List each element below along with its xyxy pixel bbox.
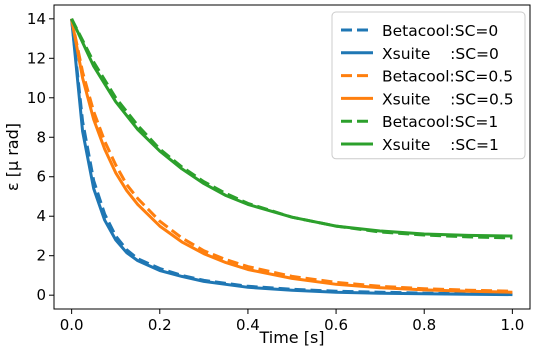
y-tick-label: 6 — [36, 168, 46, 186]
series-line-3 — [70, 18, 513, 294]
series-line-4 — [70, 18, 513, 240]
legend-label: Betacool:SC=1 — [382, 113, 498, 131]
y-tick-label: 14 — [27, 10, 46, 28]
y-tick-label: 8 — [36, 128, 46, 146]
legend-label: Betacool:SC=0 — [382, 22, 498, 40]
series-line-5 — [70, 18, 513, 238]
x-tick-label: 0.0 — [60, 316, 84, 334]
y-tick-label: 10 — [27, 89, 46, 107]
y-tick-label: 4 — [36, 207, 46, 225]
legend-label: Betacool:SC=0.5 — [382, 68, 513, 86]
x-tick-label: 0.8 — [412, 316, 436, 334]
series-line-1 — [70, 18, 513, 297]
plot-frame — [53, 4, 531, 310]
y-tick-label: 2 — [36, 247, 46, 265]
legend-label: Xsuite :SC=0 — [382, 45, 499, 63]
x-tick-label: 0.6 — [324, 316, 348, 334]
y-tick-label: 12 — [27, 49, 46, 67]
y-axis-label: ε [μ rad] — [3, 123, 22, 191]
legend-box — [331, 11, 526, 160]
x-tick-label: 1.0 — [500, 316, 524, 334]
legend-label: Xsuite :SC=1 — [382, 136, 499, 154]
x-tick-label: 0.2 — [148, 316, 172, 334]
x-tick-label: 0.4 — [236, 316, 260, 334]
x-axis-label: Time [s] — [258, 328, 324, 347]
legend-label: Xsuite :SC=0.5 — [382, 90, 514, 108]
x-axis: 0.0 0.2 0.4 0.6 0.8 1.0 — [60, 309, 524, 334]
series-layer — [70, 18, 513, 297]
y-axis: 0 2 4 6 8 10 12 14 — [27, 10, 54, 304]
legend: Betacool:SC=0 Xsuite :SC=0 Betacool:SC=0.5… — [331, 11, 526, 160]
y-tick-label: 0 — [36, 286, 46, 304]
